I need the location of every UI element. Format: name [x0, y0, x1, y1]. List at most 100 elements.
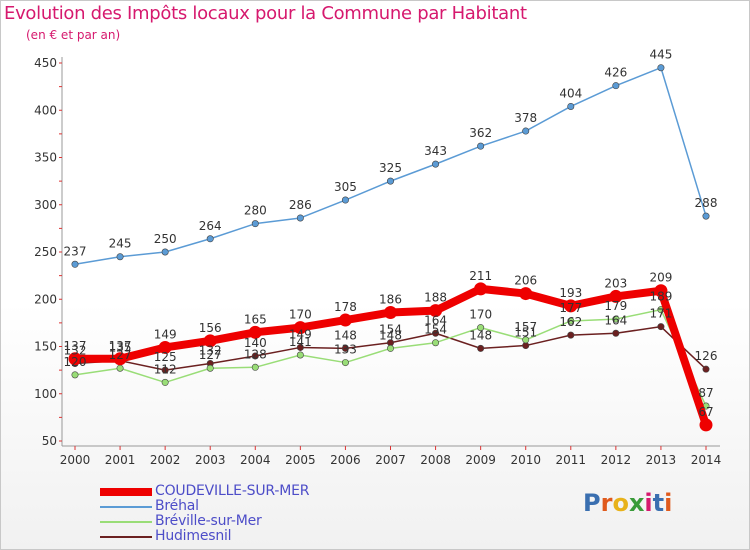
data-label: 127: [199, 348, 222, 362]
data-label: 264: [199, 219, 222, 233]
data-label: 141: [289, 335, 312, 349]
data-labels: 137 137 149 156 165 170 178 186 188 211 206 193 203 2…: [64, 48, 718, 419]
data-label: 148: [379, 328, 402, 342]
data-point: [68, 352, 82, 366]
data-label: 171: [649, 307, 672, 321]
data-point: [71, 260, 79, 268]
data-label: 404: [559, 86, 582, 100]
y-tick-label: 150: [34, 340, 57, 354]
data-point: [477, 142, 485, 150]
data-point: [206, 235, 214, 243]
data-point: [386, 344, 394, 352]
data-point: [341, 344, 349, 352]
data-label: 112: [154, 362, 177, 376]
y-tick-label: 300: [34, 198, 57, 212]
data-point: [432, 160, 440, 168]
data-point: [474, 282, 488, 296]
legend-swatch: [100, 488, 152, 496]
data-point: [612, 315, 620, 323]
data-point: [702, 365, 710, 373]
legend-item: Bréhal: [100, 498, 360, 515]
data-point: [251, 220, 259, 228]
data-point: [609, 289, 623, 303]
legend-item: Bréville-sur-Mer: [100, 513, 360, 530]
x-tick-label: 2008: [420, 453, 451, 467]
data-label: 325: [379, 161, 402, 175]
data-label: 250: [154, 232, 177, 246]
logo-letter: o: [612, 489, 629, 517]
data-point: [386, 177, 394, 185]
y-tick-label: 200: [34, 292, 57, 306]
y-tick-label: 100: [34, 387, 57, 401]
data-label: 203: [604, 276, 627, 290]
data-label: 209: [649, 271, 672, 285]
data-point: [567, 317, 575, 325]
data-point: [338, 313, 352, 327]
data-point: [293, 321, 307, 335]
x-tick-label: 2002: [150, 453, 181, 467]
y-tick-label: 350: [34, 151, 57, 165]
data-label: 178: [334, 300, 357, 314]
data-point: [612, 329, 620, 337]
data-label: 237: [64, 244, 87, 258]
data-label: 305: [334, 180, 357, 194]
data-point: [567, 331, 575, 339]
data-point: [296, 343, 304, 351]
data-label: 127: [109, 348, 132, 362]
x-tick-label: 2004: [240, 453, 271, 467]
data-label: 280: [244, 204, 267, 218]
data-point: [657, 323, 665, 331]
data-point: [657, 64, 665, 72]
series-br-ville-sur-mer: [71, 306, 710, 410]
axes: 50 100 150 200 250 300 350 400 450 2000 2001 2002 20…: [34, 56, 721, 467]
data-point: [564, 299, 578, 313]
x-tick-label: 2007: [375, 453, 406, 467]
x-tick-label: 2014: [691, 453, 722, 467]
data-label: 156: [199, 321, 222, 335]
data-point: [161, 378, 169, 386]
x-tick-label: 2013: [646, 453, 677, 467]
data-label: 445: [649, 48, 672, 62]
data-label: 133: [334, 343, 357, 357]
data-label: 177: [559, 301, 582, 315]
logo-letter: x: [628, 489, 645, 517]
data-label: 189: [649, 290, 672, 304]
x-tick-label: 2010: [510, 453, 541, 467]
logo-letter: i: [664, 489, 673, 517]
data-point: [567, 102, 575, 110]
data-label: 149: [154, 327, 177, 341]
data-label: 126: [695, 349, 718, 363]
data-label: 165: [244, 312, 267, 326]
x-tick-label: 2006: [330, 453, 361, 467]
x-tick-label: 2001: [105, 453, 136, 467]
data-label: 157: [514, 320, 537, 334]
data-label: 362: [469, 126, 492, 140]
logo-letter: i: [644, 489, 653, 517]
legend-label: Bréhal: [155, 498, 199, 514]
data-point: [248, 325, 262, 339]
data-label: 125: [154, 350, 177, 364]
data-point: [654, 284, 668, 298]
legend-item: COUDEVILLE-SUR-MER: [100, 483, 360, 500]
data-label: 343: [424, 144, 447, 158]
data-point: [296, 214, 304, 222]
data-point: [429, 304, 443, 318]
data-label: 137: [64, 339, 87, 353]
data-point: [522, 336, 530, 344]
logo-letter: r: [600, 489, 613, 517]
data-point: [612, 82, 620, 90]
series-coudeville-sur-mer: [68, 282, 713, 432]
data-label: 170: [289, 308, 312, 322]
x-tick-label: 2011: [556, 453, 587, 467]
x-tick-label: 2000: [60, 453, 91, 467]
data-point: [384, 305, 397, 319]
data-point: [251, 352, 259, 360]
x-tick-label: 2012: [601, 453, 632, 467]
data-label: 164: [424, 313, 447, 327]
series-br-hal: [71, 64, 710, 268]
data-point: [519, 287, 533, 301]
data-point: [477, 324, 485, 332]
y-tick-label: 250: [34, 245, 57, 259]
data-point: [161, 366, 169, 374]
